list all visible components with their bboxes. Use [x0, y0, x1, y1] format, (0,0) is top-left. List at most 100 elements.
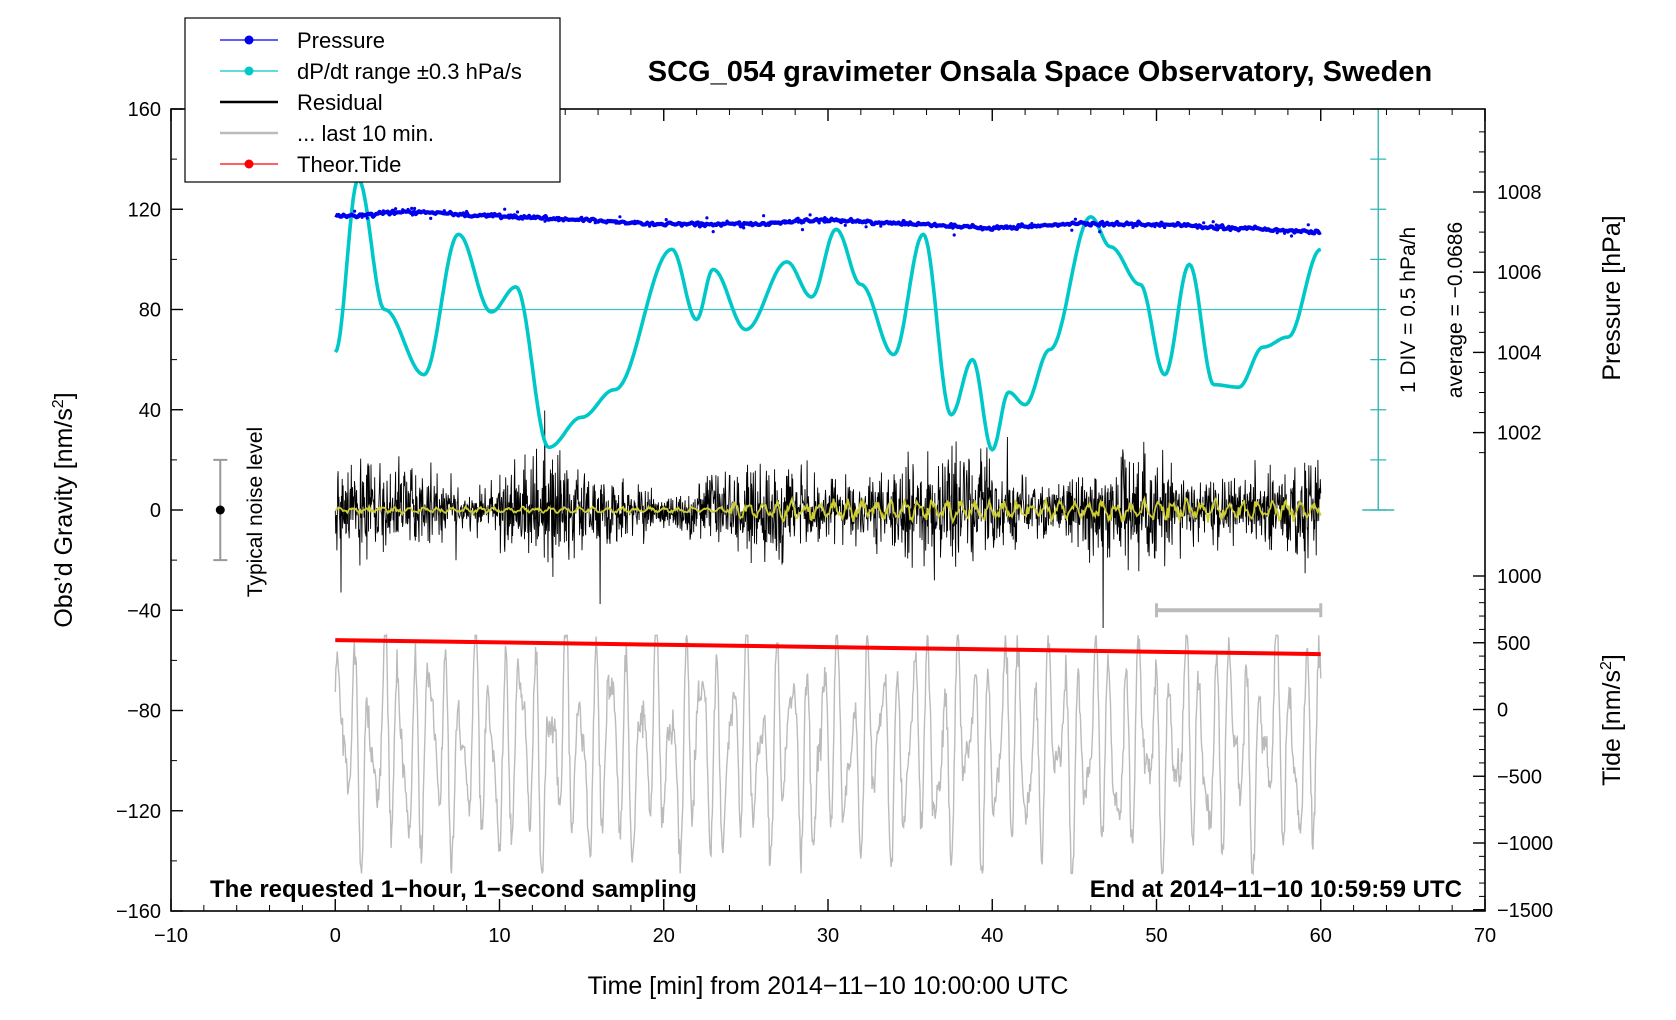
tide-tick-label: −1500 — [1497, 900, 1553, 922]
y-axis-label-sup: 2 — [50, 399, 67, 408]
legend-marker — [244, 66, 254, 76]
y-axis-label-end: ] — [50, 392, 78, 399]
pressure-point — [623, 222, 628, 226]
y-tick-label: 80 — [139, 300, 161, 322]
pressure-point — [817, 221, 821, 225]
pressure-point — [787, 218, 792, 223]
pressure-point — [948, 225, 952, 229]
pressure-point — [1163, 225, 1167, 230]
pressure-tick-label: 1006 — [1497, 262, 1542, 284]
pressure-point — [442, 209, 446, 213]
theoretical-tide-line — [335, 638, 1321, 657]
pressure-point — [1214, 223, 1218, 227]
pressure-point — [580, 215, 584, 219]
pressure-point — [1131, 225, 1135, 229]
y-axis-label: Obs’d Gravity [nm/s2] — [50, 392, 78, 627]
pressure-point — [360, 212, 364, 216]
legend-marker — [244, 35, 254, 45]
pressure-point — [410, 206, 414, 210]
legend-label: Pressure — [297, 28, 385, 53]
pressure-point — [888, 222, 892, 226]
y-tick-label: −80 — [127, 701, 161, 723]
dpdt-average-label: average = −0.0686 — [1444, 222, 1467, 398]
pressure-point — [593, 221, 597, 225]
pressure-point — [705, 216, 709, 220]
pressure-point — [1202, 221, 1206, 225]
pressure-point — [1061, 222, 1066, 226]
pressure-point — [830, 216, 834, 220]
y-tick-label: −40 — [127, 600, 161, 622]
pressure-point — [1098, 230, 1102, 234]
pressure-point — [762, 214, 766, 218]
pressure-point — [825, 220, 829, 224]
pressure-point — [406, 207, 410, 212]
pressure-point — [1233, 227, 1237, 231]
legend-box — [184, 17, 561, 183]
pressure-point — [614, 221, 618, 225]
pressure-point — [1277, 228, 1281, 232]
tide-tick-label: 500 — [1497, 633, 1530, 655]
pressure-point — [429, 216, 433, 220]
footer-left-note: The requested 1−hour, 1−second sampling — [210, 876, 697, 903]
pressure-point — [857, 220, 861, 224]
x-tick-label: 70 — [1474, 925, 1496, 947]
pressure-point — [353, 209, 357, 213]
pressure-point — [481, 214, 485, 218]
legend-label: Theor.Tide — [297, 152, 401, 177]
pressure-point — [1030, 222, 1034, 226]
series-layer — [333, 177, 1379, 877]
tide-tick-label: 0 — [1497, 700, 1508, 722]
tide-axis-label: Tide [nm/s2] — [1598, 654, 1626, 786]
legend-label: ... last 10 min. — [297, 121, 434, 146]
pressure-point — [766, 221, 771, 225]
footer-right-note: End at 2014−11−10 10:59:59 UTC — [1090, 876, 1462, 903]
last-10-min-line — [334, 633, 1322, 877]
pressure-point — [1311, 231, 1315, 235]
pressure-point — [401, 208, 405, 212]
pressure-point — [742, 226, 746, 230]
y-tick-label: −160 — [116, 901, 161, 923]
legend: Pressure dP/dt range ±0.3 hPa/s Residual..… — [184, 17, 561, 183]
pressure-point — [879, 224, 883, 228]
residual-line — [334, 410, 1322, 629]
x-tick-label: 20 — [653, 925, 675, 947]
y-axis-label-main: Obs’d Gravity [nm/s — [50, 408, 78, 628]
pressure-point — [802, 220, 806, 224]
y-tick-label: 120 — [128, 199, 161, 221]
dpdt-line — [333, 177, 1322, 452]
pressure-point — [507, 213, 511, 217]
pressure-point — [1306, 223, 1310, 227]
x-tick-label: 40 — [981, 925, 1003, 947]
pressure-point — [693, 223, 697, 227]
tide-tick-label: −500 — [1497, 766, 1542, 788]
pressure-point — [796, 216, 800, 220]
pressure-point — [864, 225, 868, 229]
legend-label: Residual — [297, 90, 383, 115]
pressure-point — [1073, 217, 1077, 221]
pressure-point — [410, 213, 415, 217]
y-tick-label: 160 — [128, 99, 161, 121]
pressure-point — [519, 216, 524, 220]
pressure-point — [843, 223, 847, 227]
pressure-point — [503, 207, 507, 211]
x-tick-label: −10 — [154, 925, 188, 947]
tide-tick-label: 1000 — [1497, 566, 1542, 588]
x-tick-label: 10 — [488, 925, 510, 947]
tide-axis-label-end: ] — [1598, 654, 1626, 661]
pressure-point — [1275, 231, 1279, 235]
y-tick-label: 40 — [139, 400, 161, 422]
legend-label: dP/dt range ±0.3 hPa/s — [297, 59, 522, 84]
pressure-point — [381, 209, 385, 213]
pressure-point — [895, 222, 899, 226]
dpdt-scale-label: 1 DIV = 0.5 hPa/h — [1397, 227, 1420, 393]
pressure-tick-label: 1004 — [1497, 342, 1542, 364]
axes-layer: −10 0 10 20 30 40 50 60 70 160 120 80 40 0 −40 −80 −120 −… — [116, 99, 1553, 947]
pressure-point — [360, 215, 364, 219]
pressure-axis-label: Pressure [hPa] — [1598, 215, 1626, 380]
pressure-point — [781, 220, 785, 224]
pressure-point — [769, 222, 773, 226]
pressure-point — [840, 218, 844, 222]
pressure-point — [465, 209, 469, 214]
y-tick-label: 0 — [150, 500, 161, 522]
